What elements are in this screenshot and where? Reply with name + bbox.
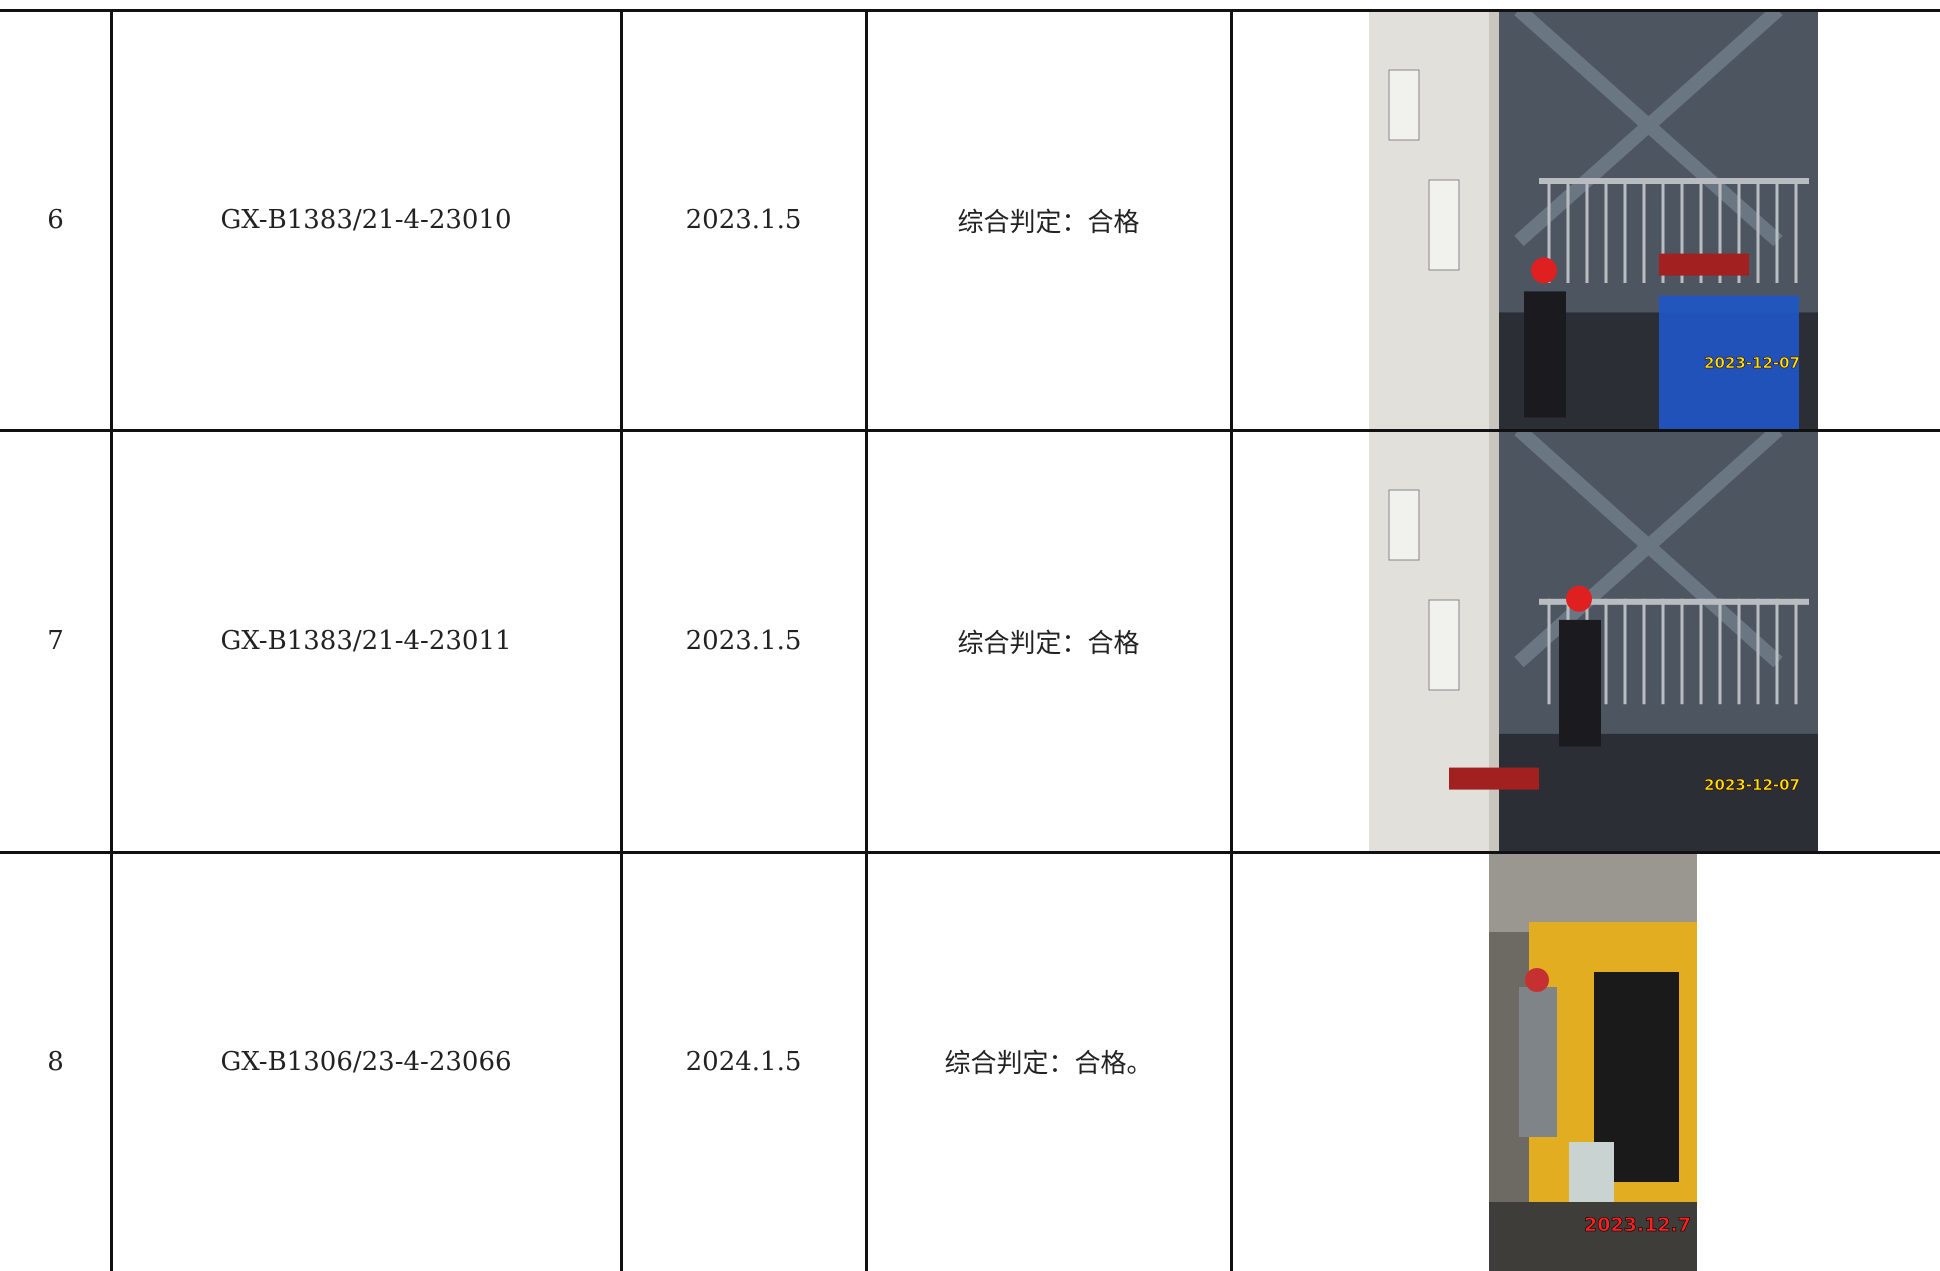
table-cell: 8 [47, 1046, 64, 1077]
photo-shape [1524, 291, 1566, 418]
photo-shape [1566, 585, 1592, 612]
photo-shape [1388, 69, 1420, 141]
photo-shape [1428, 179, 1460, 271]
table-cell: 7 [47, 626, 64, 656]
photo-shape [1489, 852, 1697, 932]
photo-shape [1428, 599, 1460, 691]
photo-shape [1525, 968, 1549, 992]
photo-shape [1499, 733, 1818, 852]
photo-shape [1449, 767, 1539, 790]
photo-shape [1539, 598, 1809, 605]
photo-stamp: 2023.12.7 [1584, 1214, 1691, 1236]
column-border [110, 10, 113, 1271]
table-cell: GX-B1383/21-4-23011 [220, 626, 512, 656]
table-cell: 6 [47, 205, 64, 235]
row-border [0, 9, 1940, 12]
photo-shape [1539, 178, 1809, 184]
photo-shape [1659, 253, 1749, 276]
photo-shape [1489, 1202, 1697, 1271]
photo-shape [1659, 295, 1799, 430]
photo-shape [1519, 987, 1557, 1137]
photo-stamp: 2023-12-07 [1704, 354, 1800, 372]
column-border [1230, 10, 1233, 1271]
site-photo: 2023.12.7 [1489, 852, 1697, 1271]
photo-shape [1531, 257, 1557, 284]
photo-shape [1514, 10, 1783, 247]
table-cell: GX-B1306/23-4-23066 [220, 1046, 512, 1077]
row-border [0, 851, 1940, 854]
column-border [620, 10, 623, 1271]
photo-shape [1388, 489, 1420, 561]
column-border [865, 10, 868, 1271]
table-cell: GX-B1383/21-4-23010 [220, 205, 512, 235]
table-cell: 2023.1.5 [685, 205, 802, 235]
site-photo: 2023-12-07 [1369, 430, 1818, 852]
site-photo: 2023-12-07 [1369, 10, 1818, 430]
photo-stamp: 2023-12-07 [1704, 776, 1800, 794]
row-border [0, 429, 1940, 432]
table-cell: 2024.1.5 [685, 1046, 802, 1077]
photo-shape [1559, 619, 1601, 747]
table-cell: 综合判定：合格。 [944, 1049, 1153, 1079]
table-cell: 综合判定：合格 [957, 207, 1140, 238]
table-cell: 2023.1.5 [685, 626, 802, 656]
table-cell: 综合判定：合格 [957, 628, 1140, 659]
